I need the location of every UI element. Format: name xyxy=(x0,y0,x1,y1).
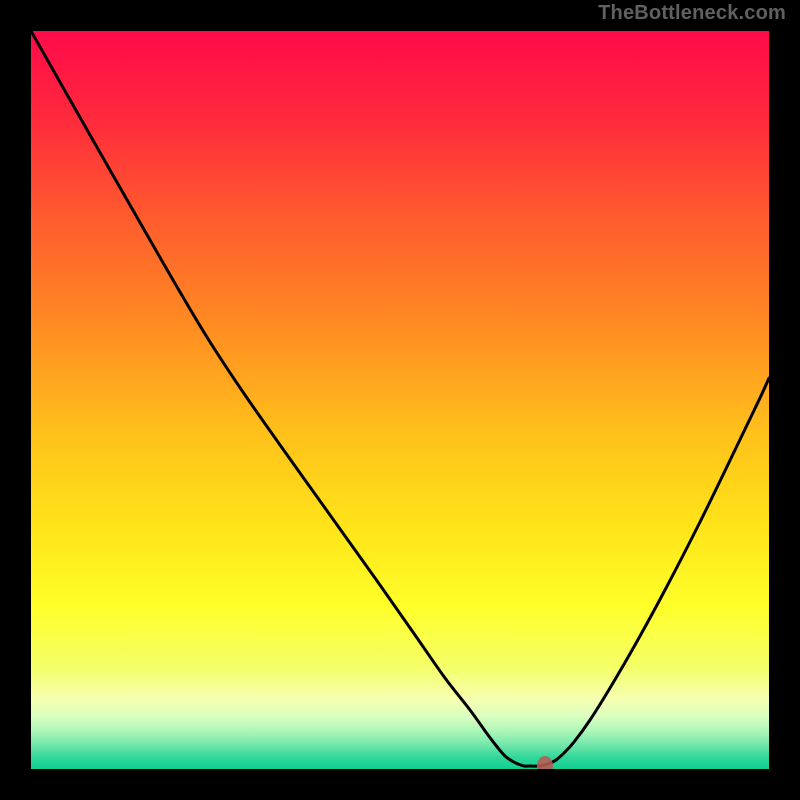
plot-background xyxy=(31,31,769,769)
watermark-text: TheBottleneck.com xyxy=(598,2,786,25)
page-root: TheBottleneck.com xyxy=(0,0,800,800)
optimum-marker xyxy=(537,756,553,776)
bottleneck-chart xyxy=(0,0,800,800)
